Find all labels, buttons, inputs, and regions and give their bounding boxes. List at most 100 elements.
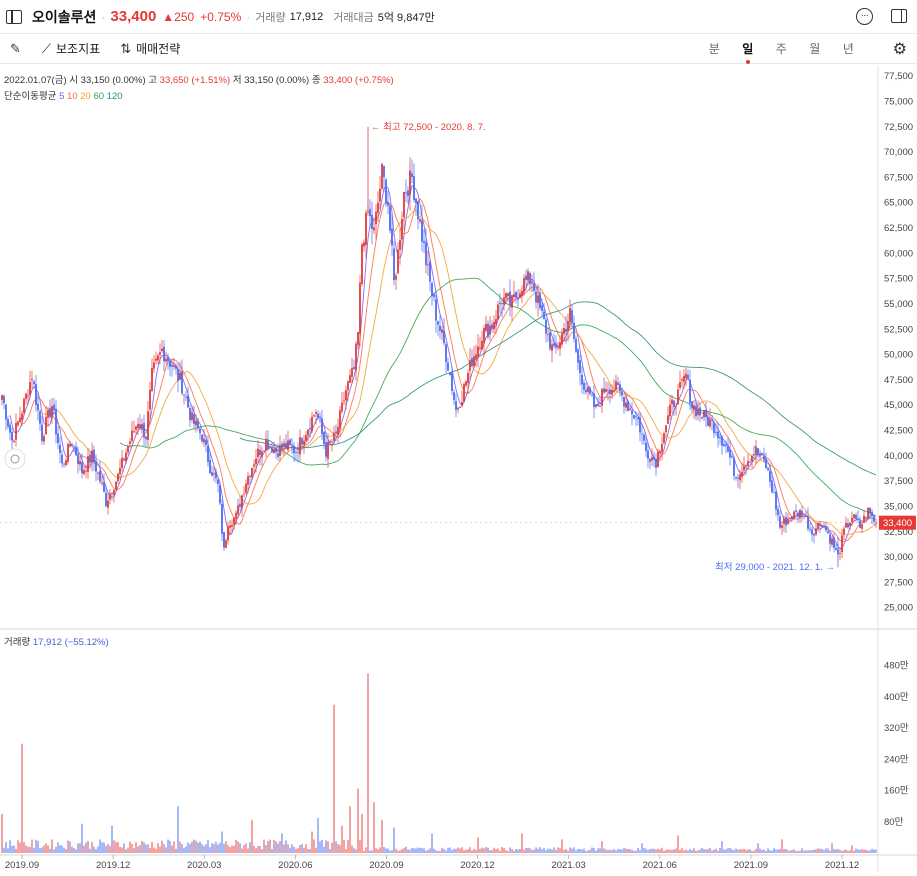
volume-bar <box>287 844 289 853</box>
candle-body <box>177 369 179 381</box>
candle-body <box>217 479 219 485</box>
volume-bar <box>59 845 61 853</box>
candle-body <box>187 395 189 408</box>
volume-bar <box>221 831 223 853</box>
volume-bar <box>787 850 789 853</box>
candle-body <box>45 416 47 435</box>
candle-body <box>875 522 877 524</box>
candle-body <box>227 526 229 541</box>
volume-tick-label: 160만 <box>884 786 909 797</box>
more-icon[interactable]: ··· <box>856 8 873 25</box>
volume-bar <box>421 847 423 853</box>
candle-body <box>395 275 397 280</box>
candle-body <box>657 451 659 468</box>
gear-icon[interactable]: ⚙ <box>892 41 907 58</box>
volume-bar <box>643 848 645 853</box>
candle-body <box>301 438 303 445</box>
volume-bar <box>473 848 475 853</box>
candle-body <box>269 446 271 448</box>
candle-body <box>443 330 445 344</box>
tab-day[interactable]: 일 <box>731 40 765 64</box>
volume-bar <box>99 839 101 853</box>
volume-bar <box>433 848 435 853</box>
volume-bar <box>475 849 477 853</box>
candle-body <box>159 352 161 355</box>
candle-body <box>43 436 45 442</box>
volume-bar <box>537 848 539 853</box>
trade-strategy-button[interactable]: ⇅ 매매전략 <box>120 40 180 57</box>
volume-bar <box>189 843 191 853</box>
candle-body <box>247 476 249 485</box>
volume-bar <box>569 847 571 853</box>
candle-body <box>85 470 87 472</box>
candle-body <box>581 374 583 385</box>
candle-body <box>725 444 727 446</box>
tab-month[interactable]: 월 <box>809 42 821 56</box>
price-tick-label: 70,000 <box>884 147 913 158</box>
volume-bar <box>161 840 163 853</box>
candle-body <box>507 293 509 297</box>
tab-week[interactable]: 주 <box>775 42 787 56</box>
candle-body <box>675 406 677 408</box>
candle-body <box>705 409 707 418</box>
tab-minute[interactable]: 분 <box>708 42 720 56</box>
candle-body <box>355 343 357 371</box>
volume-bar <box>857 849 859 853</box>
right-panel-icon[interactable] <box>891 9 907 23</box>
candle-body <box>119 468 121 475</box>
candle-body <box>467 372 469 384</box>
volume-bar <box>665 849 667 853</box>
volume-bar <box>831 843 833 853</box>
volume-bar <box>731 849 733 853</box>
volume-bar <box>333 704 335 853</box>
left-panel-icon[interactable] <box>6 9 22 24</box>
volume-bar <box>805 850 807 853</box>
draw-tool-button[interactable]: ✎ <box>10 41 26 57</box>
candle-body <box>359 282 361 334</box>
volume-bar <box>341 825 343 853</box>
candle-body <box>679 381 681 388</box>
volume-bar <box>163 844 165 853</box>
volume-bar <box>531 849 533 853</box>
volume-bar <box>667 849 669 853</box>
volume-bar <box>591 847 593 853</box>
volume-bar <box>827 848 829 853</box>
volume-bar <box>751 850 753 853</box>
candle-body <box>773 492 775 494</box>
candle-body <box>145 436 147 440</box>
candle-body <box>333 432 335 441</box>
volume-bar <box>31 839 33 853</box>
candle-body <box>291 445 293 447</box>
indicator-button[interactable]: ⟋ 보조지표 <box>42 40 100 57</box>
volume-bar <box>699 849 701 853</box>
candle-body <box>365 212 367 245</box>
volume-bar <box>725 849 727 853</box>
volume-bar <box>631 849 633 853</box>
volume-bar <box>849 850 851 853</box>
candle-body <box>669 404 671 417</box>
pencil-icon: ✎ <box>10 40 21 56</box>
candle-body <box>607 390 609 391</box>
volume-bar <box>373 802 375 853</box>
price-change: ▲250 <box>162 9 195 24</box>
volume-bar <box>561 839 563 853</box>
price-tick-label: 30,000 <box>884 552 913 563</box>
candle-body <box>651 457 653 461</box>
volume-bar <box>451 850 453 853</box>
ma120-line <box>239 301 877 476</box>
volume-bar <box>115 842 117 853</box>
candle-body <box>433 294 435 298</box>
candle-body <box>739 474 741 481</box>
volume-bar <box>3 847 5 853</box>
volume-bar <box>179 841 181 853</box>
current-price-badge <box>879 515 916 530</box>
volume-bar <box>819 848 821 853</box>
candle-body <box>811 529 813 535</box>
volume-bar <box>477 837 479 853</box>
volume-bar <box>755 848 757 853</box>
candle-body <box>503 297 505 305</box>
candle-body <box>639 417 641 433</box>
volume-bar <box>187 842 189 853</box>
tab-year[interactable]: 년 <box>842 42 854 56</box>
